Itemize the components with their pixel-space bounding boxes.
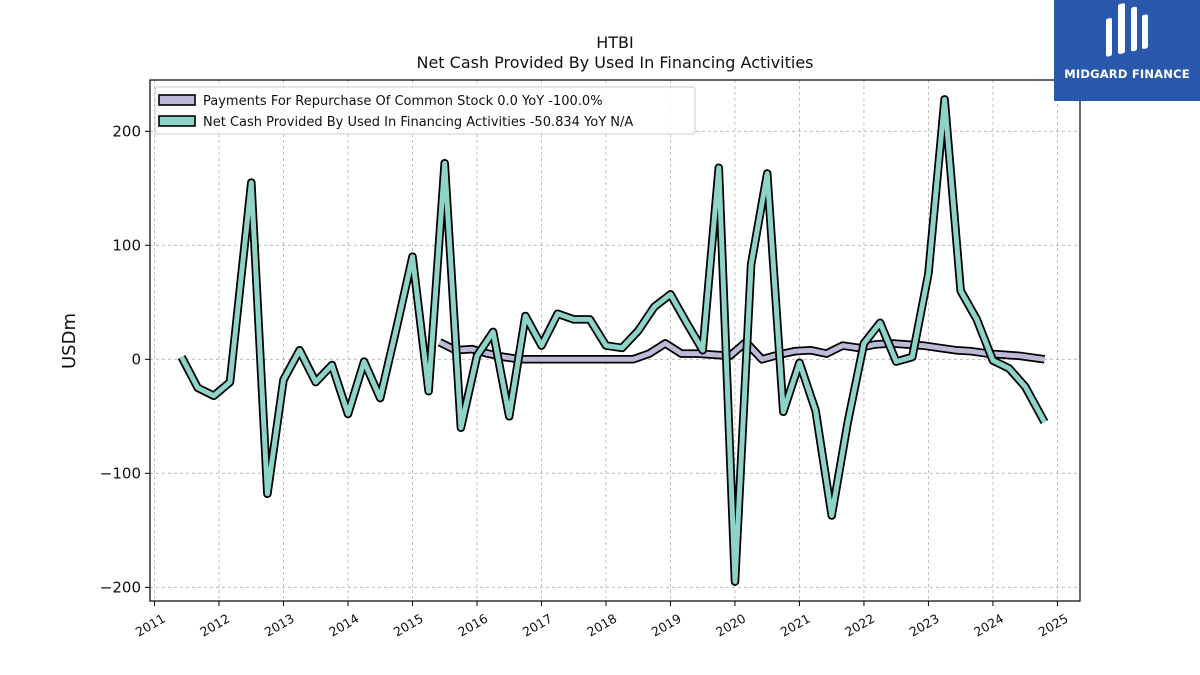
x-tick-label: 2024 bbox=[971, 611, 1006, 640]
legend-swatch bbox=[158, 115, 196, 127]
x-tick-label: 2016 bbox=[455, 611, 490, 640]
x-tick-label: 2013 bbox=[262, 611, 297, 640]
logo-icon bbox=[1106, 3, 1148, 57]
y-axis-label: USDm bbox=[59, 313, 80, 369]
y-tick-label: −200 bbox=[100, 578, 141, 596]
chart-title: HTBI bbox=[596, 33, 634, 52]
logo-text: MIDGARD FINANCE bbox=[1064, 67, 1190, 81]
y-tick-label: 200 bbox=[112, 122, 141, 140]
legend-box bbox=[154, 86, 696, 135]
x-tick-label: 2011 bbox=[133, 611, 168, 640]
x-tick-label: 2020 bbox=[713, 611, 748, 640]
legend-label: Payments For Repurchase Of Common Stock … bbox=[203, 94, 603, 109]
x-tick-label: 2019 bbox=[649, 611, 684, 640]
chart-subtitle: Net Cash Provided By Used In Financing A… bbox=[416, 53, 814, 72]
series-line bbox=[438, 339, 1045, 362]
midgard-finance-logo: MIDGARD FINANCE bbox=[1054, 0, 1200, 101]
legend-swatch bbox=[158, 94, 196, 106]
legend: Payments For Repurchase Of Common Stock … bbox=[154, 86, 696, 135]
x-tick-label: 2015 bbox=[391, 611, 426, 640]
plot-frame bbox=[149, 79, 1081, 602]
grid bbox=[150, 80, 1080, 601]
x-tick-label: 2014 bbox=[326, 611, 361, 640]
legend-label: Net Cash Provided By Used In Financing A… bbox=[203, 115, 633, 130]
y-tick-label: 0 bbox=[131, 350, 141, 368]
y-tick-label: 100 bbox=[112, 236, 141, 254]
series-line bbox=[179, 96, 1047, 585]
x-tick-label: 2012 bbox=[197, 611, 232, 640]
x-tick-label: 2018 bbox=[584, 611, 619, 640]
x-tick-label: 2025 bbox=[1036, 611, 1071, 640]
x-tick-label: 2017 bbox=[520, 611, 555, 640]
x-tick-label: 2021 bbox=[778, 611, 813, 640]
x-tick-label: 2023 bbox=[907, 611, 942, 640]
series-layer bbox=[177, 95, 1049, 586]
x-tick-label: 2022 bbox=[842, 611, 877, 640]
y-tick-label: −100 bbox=[100, 464, 141, 482]
